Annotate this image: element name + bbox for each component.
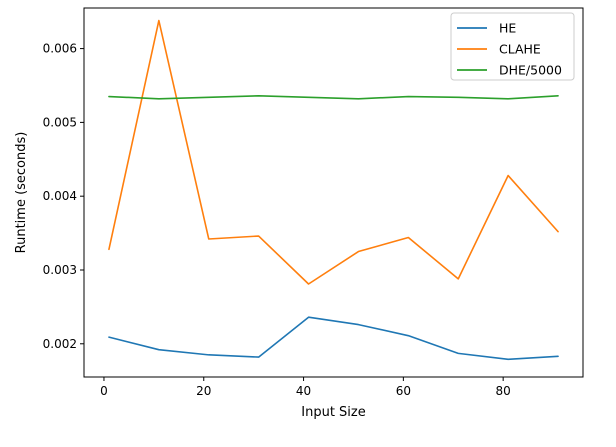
x-axis-label: Input Size bbox=[301, 405, 365, 420]
y-axis-ticks: 0.002 0.003 0.004 0.005 0.006 bbox=[43, 42, 84, 351]
y-tick-label: 0.004 bbox=[43, 189, 77, 203]
legend-label: HE bbox=[499, 21, 516, 36]
y-tick-label: 0.005 bbox=[43, 115, 77, 129]
series-layer bbox=[108, 19, 559, 361]
x-tick-label: 20 bbox=[196, 384, 211, 398]
plot-frame bbox=[83, 7, 584, 378]
x-tick-label: 40 bbox=[296, 384, 311, 398]
y-axis-label: Runtime (seconds) bbox=[14, 132, 29, 254]
x-tick-label: 0 bbox=[100, 384, 108, 398]
legend-label: DHE/5000 bbox=[499, 63, 562, 78]
x-tick-label: 60 bbox=[396, 384, 411, 398]
series-line-he bbox=[108, 316, 559, 361]
legend-label: CLAHE bbox=[499, 42, 541, 57]
x-axis-ticks: 0 20 40 60 80 bbox=[100, 377, 511, 398]
y-tick-label: 0.002 bbox=[43, 337, 77, 351]
legend-items: HE CLAHE DHE/5000 bbox=[457, 21, 562, 78]
x-tick-label: 80 bbox=[496, 384, 511, 398]
y-tick-label: 0.003 bbox=[43, 263, 77, 277]
series-line-dhe-5000 bbox=[108, 95, 559, 100]
series-line-clahe bbox=[108, 19, 559, 285]
legend: HE CLAHE DHE/5000 bbox=[450, 12, 575, 81]
y-tick-label: 0.006 bbox=[43, 42, 77, 56]
legend-box bbox=[450, 12, 575, 81]
